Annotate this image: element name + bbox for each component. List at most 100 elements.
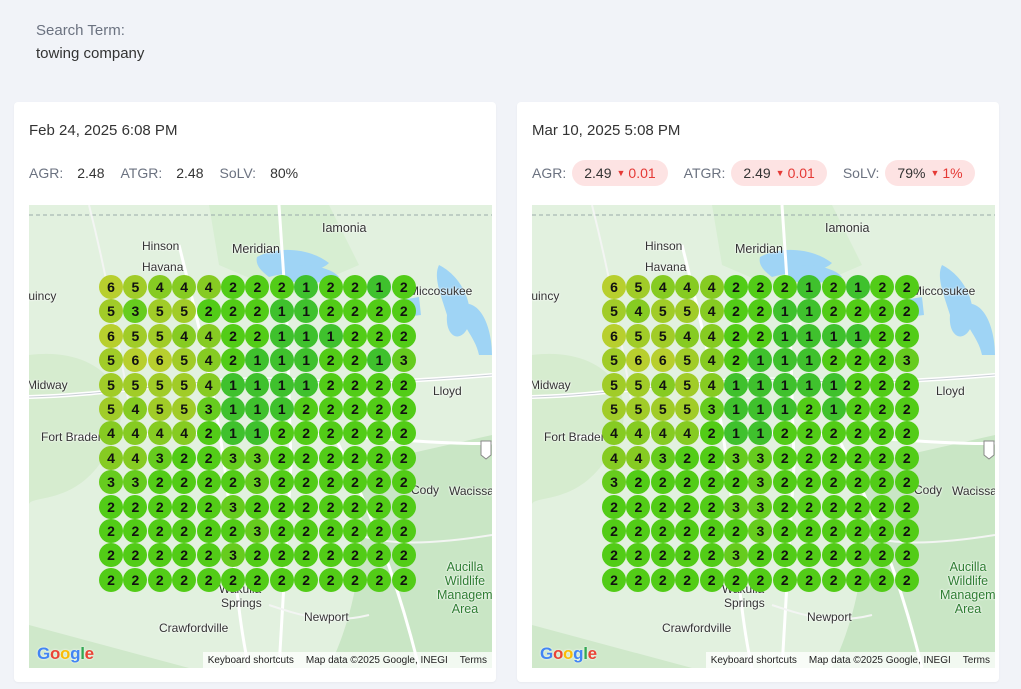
rank-pin[interactable]: 2 <box>123 543 148 568</box>
rank-pin[interactable]: 2 <box>343 421 367 446</box>
rank-pin[interactable]: 4 <box>626 299 651 324</box>
rank-pin[interactable]: 2 <box>870 348 895 373</box>
rank-pin[interactable]: 1 <box>367 348 392 373</box>
rank-pin[interactable]: 1 <box>294 372 319 397</box>
rank-pin[interactable]: 2 <box>748 275 773 299</box>
rank-pin[interactable]: 2 <box>318 470 343 495</box>
rank-pin[interactable]: 3 <box>894 348 919 373</box>
rank-pin[interactable]: 2 <box>602 567 626 592</box>
rank-pin[interactable]: 2 <box>650 567 675 592</box>
rank-pin[interactable]: 2 <box>870 397 895 421</box>
rank-pin[interactable]: 2 <box>821 275 846 299</box>
rank-pin[interactable]: 2 <box>821 543 846 568</box>
rank-pin[interactable]: 2 <box>772 445 797 470</box>
rank-pin[interactable]: 2 <box>245 299 270 324</box>
rank-pin[interactable]: 2 <box>343 397 367 421</box>
rank-pin[interactable]: 2 <box>602 494 626 519</box>
rank-pin[interactable]: 2 <box>343 323 367 348</box>
rank-pin[interactable]: 2 <box>269 421 294 446</box>
rank-pin[interactable]: 2 <box>894 567 919 592</box>
rank-pin[interactable]: 2 <box>391 567 416 592</box>
rank-pin[interactable]: 2 <box>245 543 270 568</box>
rank-pin[interactable]: 2 <box>196 470 221 495</box>
rank-pin[interactable]: 5 <box>172 348 197 373</box>
rank-pin[interactable]: 6 <box>147 348 172 373</box>
rank-pin[interactable]: 2 <box>846 445 870 470</box>
rank-pin[interactable]: 2 <box>894 543 919 568</box>
rank-pin[interactable]: 4 <box>99 445 123 470</box>
rank-pin[interactable]: 2 <box>626 494 651 519</box>
rank-pin[interactable]: 5 <box>650 299 675 324</box>
rank-pin[interactable]: 2 <box>870 275 895 299</box>
rank-pin[interactable]: 2 <box>650 543 675 568</box>
rank-pin[interactable]: 4 <box>602 421 626 446</box>
rank-pin[interactable]: 2 <box>821 445 846 470</box>
rank-pin[interactable]: 2 <box>724 519 748 543</box>
rank-pin[interactable]: 1 <box>724 397 748 421</box>
rank-pin[interactable]: 2 <box>221 323 245 348</box>
rank-pin[interactable]: 4 <box>699 323 724 348</box>
rank-pin[interactable]: 2 <box>748 299 773 324</box>
rank-pin[interactable]: 2 <box>699 543 724 568</box>
rank-pin[interactable]: 1 <box>724 421 748 446</box>
rank-pin[interactable]: 2 <box>870 421 895 446</box>
rank-pin[interactable]: 2 <box>294 519 319 543</box>
rank-pin[interactable]: 2 <box>245 275 270 299</box>
rank-pin[interactable]: 1 <box>318 323 343 348</box>
rank-pin[interactable]: 2 <box>221 567 245 592</box>
rank-pin[interactable]: 2 <box>894 445 919 470</box>
rank-pin[interactable]: 2 <box>894 421 919 446</box>
rank-pin[interactable]: 2 <box>391 421 416 446</box>
rank-pin[interactable]: 3 <box>724 445 748 470</box>
rank-pin[interactable]: 2 <box>269 470 294 495</box>
rank-pin[interactable]: 4 <box>172 275 197 299</box>
rank-pin[interactable]: 2 <box>147 494 172 519</box>
rank-pin[interactable]: 5 <box>123 372 148 397</box>
rank-pin[interactable]: 2 <box>797 470 822 495</box>
rank-pin[interactable]: 3 <box>602 470 626 495</box>
rank-pin[interactable]: 1 <box>772 299 797 324</box>
rank-pin[interactable]: 1 <box>221 372 245 397</box>
rank-pin[interactable]: 2 <box>172 494 197 519</box>
rank-pin[interactable]: 2 <box>699 445 724 470</box>
rank-pin[interactable]: 2 <box>626 567 651 592</box>
rank-pin[interactable]: 2 <box>870 323 895 348</box>
rank-pin[interactable]: 2 <box>772 543 797 568</box>
rank-pin[interactable]: 1 <box>797 348 822 373</box>
rank-pin[interactable]: 2 <box>147 470 172 495</box>
rank-pin[interactable]: 2 <box>870 567 895 592</box>
rank-pin[interactable]: 2 <box>367 543 392 568</box>
rank-pin[interactable]: 2 <box>196 494 221 519</box>
rank-pin[interactable]: 2 <box>147 543 172 568</box>
rank-pin[interactable]: 1 <box>294 348 319 373</box>
rank-pin[interactable]: 2 <box>675 543 700 568</box>
rank-pin[interactable]: 2 <box>391 470 416 495</box>
rank-pin[interactable]: 2 <box>626 519 651 543</box>
rank-pin[interactable]: 2 <box>269 494 294 519</box>
rank-pin[interactable]: 1 <box>846 275 870 299</box>
rank-pin[interactable]: 2 <box>391 397 416 421</box>
rank-pin[interactable]: 1 <box>269 299 294 324</box>
rank-pin[interactable]: 3 <box>99 470 123 495</box>
rank-pin[interactable]: 1 <box>269 397 294 421</box>
rank-pin[interactable]: 2 <box>870 519 895 543</box>
terms-link[interactable]: Terms <box>962 654 990 666</box>
rank-pin[interactable]: 2 <box>318 275 343 299</box>
keyboard-shortcuts-link[interactable]: Keyboard shortcuts <box>710 654 797 666</box>
rank-pin[interactable]: 2 <box>650 470 675 495</box>
rank-pin[interactable]: 1 <box>221 421 245 446</box>
rank-pin[interactable]: 3 <box>748 445 773 470</box>
rank-pin[interactable]: 5 <box>123 275 148 299</box>
rank-pin[interactable]: 2 <box>699 421 724 446</box>
rank-pin[interactable]: 2 <box>318 397 343 421</box>
rank-pin[interactable]: 2 <box>245 323 270 348</box>
rank-pin[interactable]: 2 <box>602 519 626 543</box>
rank-pin[interactable]: 2 <box>318 372 343 397</box>
rank-pin[interactable]: 2 <box>391 519 416 543</box>
rank-pin[interactable]: 4 <box>147 275 172 299</box>
rank-pin[interactable]: 2 <box>99 543 123 568</box>
rank-pin[interactable]: 5 <box>147 299 172 324</box>
rank-pin[interactable]: 4 <box>172 323 197 348</box>
rank-pin[interactable]: 5 <box>172 299 197 324</box>
rank-pin[interactable]: 2 <box>318 543 343 568</box>
